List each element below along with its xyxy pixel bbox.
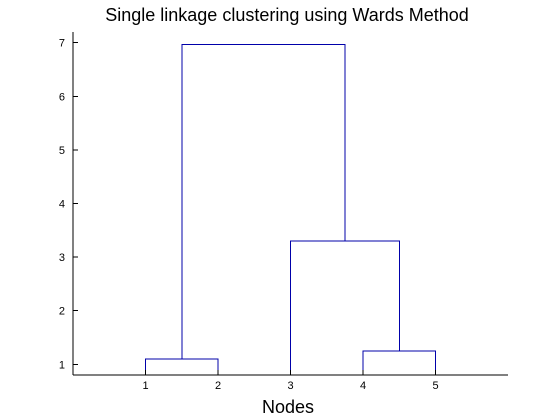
- x-tick-label-2: 2: [215, 380, 221, 392]
- chart-title: Single linkage clustering using Wards Me…: [105, 5, 469, 25]
- x-tick-label-5: 5: [432, 380, 438, 392]
- x-axis-label: Nodes: [262, 397, 314, 417]
- tick-marks: [73, 42, 436, 375]
- x-tick-label-4: 4: [360, 380, 366, 392]
- y-tick-label-2: 2: [59, 306, 65, 318]
- y-tick-label-4: 4: [59, 199, 65, 211]
- tick-labels: 1 2 3 4 5 6 7 1 2 3 4 5: [59, 38, 439, 392]
- dendrogram-links: [145, 43, 436, 375]
- dendrogram-link-2: [362, 350, 436, 375]
- y-tick-label-5: 5: [59, 145, 65, 157]
- y-tick-label-1: 1: [59, 359, 65, 371]
- y-tick-label-3: 3: [59, 252, 65, 264]
- y-tick-label-7: 7: [59, 38, 65, 50]
- y-tick-label-6: 6: [59, 91, 65, 103]
- dendrogram-link-4: [181, 43, 346, 359]
- x-tick-label-1: 1: [142, 380, 148, 392]
- x-tick-label-3: 3: [287, 380, 293, 392]
- dendrogram-link-1: [145, 358, 219, 375]
- dendrogram-link-3: [290, 240, 400, 375]
